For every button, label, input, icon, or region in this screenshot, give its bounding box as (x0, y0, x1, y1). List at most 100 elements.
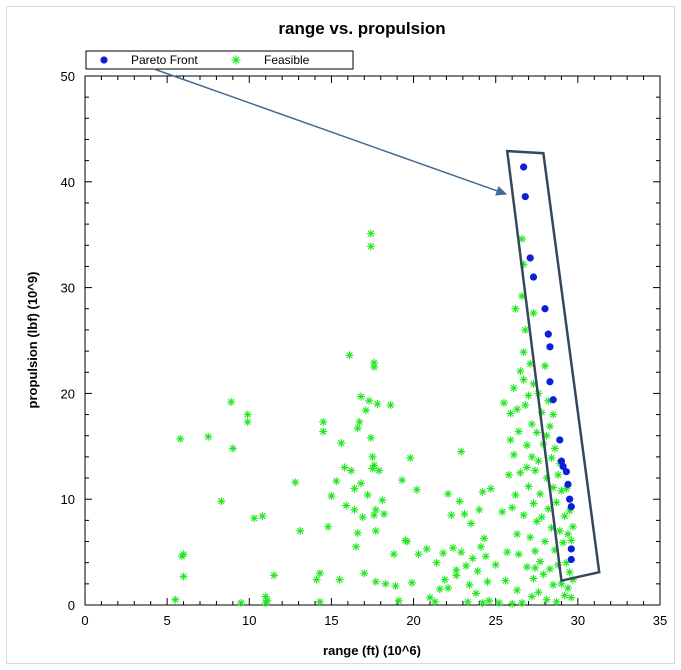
feasible-point (342, 501, 351, 510)
feasible-point (315, 597, 324, 606)
feasible-point (516, 468, 525, 477)
feasible-point (378, 496, 387, 505)
pareto-point (564, 480, 572, 488)
feasible-point (381, 579, 390, 588)
pareto-point (567, 555, 575, 564)
feasible-point (370, 461, 379, 470)
legend-marker-pareto (100, 56, 108, 64)
annotation-arrow-head (495, 186, 508, 196)
feasible-point (508, 599, 517, 608)
feasible-point (529, 499, 538, 508)
feasible-point (319, 417, 328, 426)
feasible-point (296, 526, 305, 535)
feasible-point (463, 597, 472, 606)
y-tick-label: 10 (61, 492, 75, 507)
feasible-point (444, 584, 453, 593)
feasible-point (467, 519, 476, 528)
feasible-point (519, 348, 528, 357)
feasible-point (564, 530, 572, 539)
feasible-point (444, 489, 453, 498)
feasible-point (498, 507, 507, 516)
feasible-point (403, 537, 411, 546)
feasible-point (352, 542, 361, 551)
feasible-point (250, 514, 259, 523)
feasible-point (355, 417, 364, 426)
feasible-point (524, 391, 533, 400)
feasible-point (319, 427, 328, 436)
feasible-point (171, 595, 180, 604)
pareto-point (546, 343, 554, 351)
feasible-point (529, 574, 538, 583)
feasible-point (358, 513, 367, 522)
feasible-point (560, 591, 569, 600)
pareto-point (544, 330, 552, 338)
legend: Pareto Front Feasible (85, 50, 354, 70)
pareto-point (556, 436, 564, 444)
feasible-point (526, 533, 535, 542)
axis-ticks (84, 75, 661, 606)
feasible-point (439, 549, 448, 558)
annotations (153, 68, 601, 583)
feasible-point (545, 565, 554, 574)
feasible-point (447, 511, 456, 520)
feasible-point (422, 544, 431, 553)
y-tick-label: 40 (61, 175, 75, 190)
feasible-point (565, 568, 574, 577)
feasible-point (531, 563, 540, 572)
feasible-point (332, 477, 341, 486)
feasible-point (521, 325, 530, 334)
feasible-point (365, 396, 374, 405)
feasible-point (552, 498, 561, 507)
feasible-point (519, 511, 528, 520)
feasible-point (521, 401, 530, 410)
feasible-point (457, 548, 466, 557)
y-tick-label: 0 (68, 598, 75, 613)
feasible-point (513, 405, 522, 414)
feasible-point (534, 457, 543, 466)
feasible-point (449, 543, 457, 552)
feasible-point (555, 526, 564, 535)
chart-title: range vs. propulsion (278, 19, 445, 38)
feasible-point (179, 572, 188, 581)
x-tick-label: 10 (242, 613, 256, 628)
feasible-point (398, 476, 407, 485)
feasible-point (476, 542, 485, 551)
feasible-point (465, 580, 474, 589)
pareto-highlight-box (505, 149, 601, 583)
feasible-point (511, 490, 520, 499)
feasible-point (291, 478, 300, 487)
feasible-point (366, 433, 375, 442)
feasible-point (509, 384, 518, 393)
y-axis-label: propulsion (lbf) (10^9) (25, 272, 40, 409)
feasible-point (544, 504, 553, 513)
feasible-point (176, 434, 185, 443)
feasible-point (549, 580, 558, 589)
feasible-point (532, 428, 541, 437)
feasible-point (491, 560, 500, 569)
feasible-point (406, 453, 415, 462)
feasible-point (227, 397, 236, 406)
feasible-point (567, 593, 576, 602)
feasible-point (432, 558, 441, 567)
pareto-point (562, 468, 570, 476)
feasible-point (568, 522, 577, 531)
feasible-point (473, 567, 482, 576)
feasible-point (534, 588, 543, 597)
x-tick-label: 0 (81, 613, 88, 628)
feasible-point (460, 510, 469, 519)
feasible-point (509, 450, 518, 459)
feasible-point (559, 538, 568, 547)
pareto-point (559, 462, 567, 471)
feasible-point (541, 361, 549, 370)
feasible-point (481, 552, 490, 561)
feasible-point (472, 589, 480, 598)
feasible-point (564, 584, 572, 593)
feasible-point (440, 575, 449, 584)
feasible-point (455, 497, 464, 506)
feasible-point (357, 392, 365, 401)
feasible-point (503, 548, 512, 557)
feasible-point (394, 596, 403, 605)
feasible-point (529, 308, 538, 317)
feasible-point (261, 598, 270, 607)
